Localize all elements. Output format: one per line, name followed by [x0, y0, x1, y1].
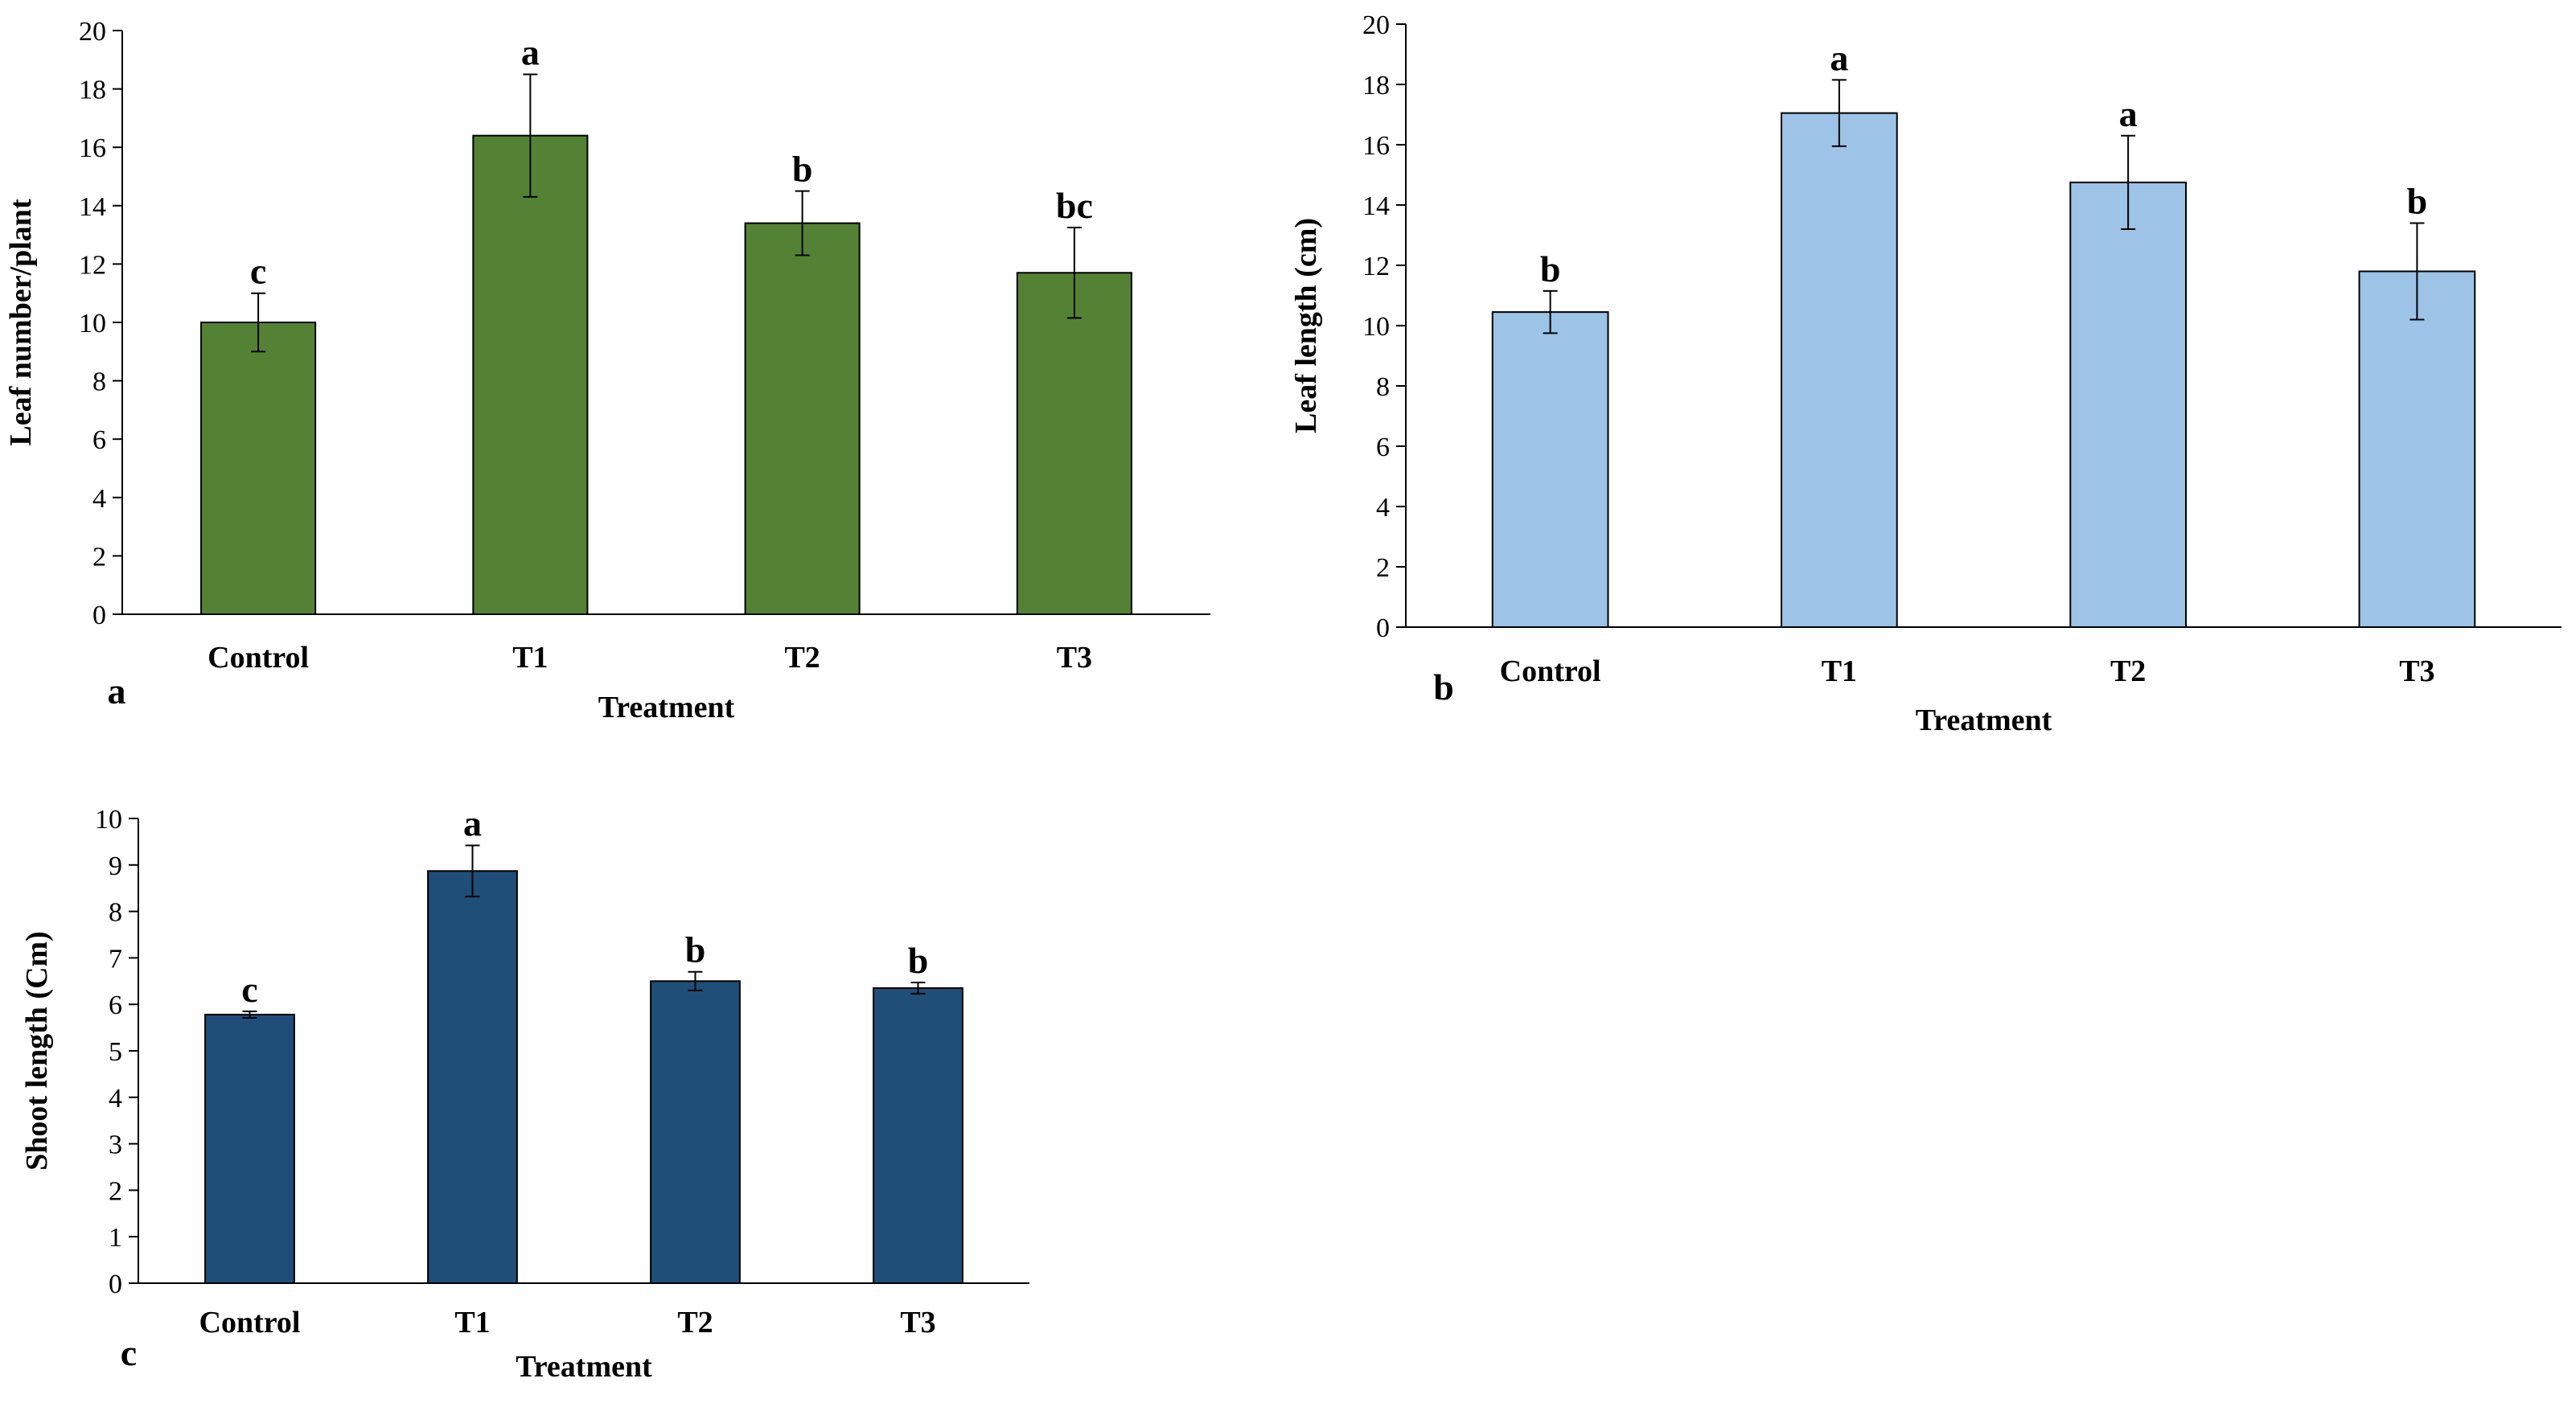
y-axis-title: Shoot length (Cm) [20, 931, 54, 1171]
y-tick-label: 6 [92, 425, 106, 455]
bar-t3 [873, 987, 963, 1284]
significance-letter: a [463, 803, 482, 844]
chart-svg-a: 0 2 4 6 8 10 12 14 16 18 20 c Control a T1 b T2 bc T3 Treat… [4, 17, 1210, 724]
x-tick-label: T2 [677, 1306, 713, 1339]
y-tick-label: 14 [79, 192, 106, 222]
y-tick-label: 12 [1362, 252, 1390, 281]
bar-t3 [2358, 270, 2476, 628]
y-tick-label: 4 [92, 484, 106, 514]
significance-letter: b [1540, 248, 1561, 289]
panel-letter: c [121, 1332, 137, 1373]
x-tick-label: T3 [1057, 641, 1092, 675]
y-tick-label: 2 [1376, 553, 1390, 583]
x-tick-label: Control [199, 1306, 301, 1339]
y-tick-label: 10 [95, 805, 122, 835]
x-axis-title: Treatment [516, 1350, 652, 1384]
bar-t2 [744, 222, 861, 615]
bar-control [204, 1013, 295, 1284]
chart-panel-a: 0 2 4 6 8 10 12 14 16 18 20 c Control a T1 b T2 bc T3 Treat… [0, 0, 1239, 740]
x-tick-label: T2 [784, 641, 820, 675]
y-tick-label: 6 [109, 991, 122, 1020]
y-tick-label: 18 [79, 76, 106, 105]
y-tick-label: 7 [109, 944, 122, 974]
y-tick-label: 20 [1362, 10, 1390, 40]
significance-letter: b [792, 149, 813, 190]
panel-letter: b [1433, 667, 1454, 708]
chart-panel-b: 0 2 4 6 8 10 12 14 16 18 20 b Control a T1 a T2 b T3 Treatm… [1289, 0, 2576, 740]
y-tick-label: 14 [1362, 191, 1390, 221]
bar-control [1491, 311, 1609, 628]
x-axis-title: Treatment [1916, 704, 2052, 737]
y-tick-label: 1 [109, 1223, 122, 1253]
x-axis-title: Treatment [598, 691, 735, 724]
significance-letter: c [250, 251, 266, 292]
chart-svg-c: 0 1 2 3 4 5 6 7 8 9 10 c Control a T1 b T2 b T3 Treatment Sh… [20, 803, 1029, 1384]
significance-letter: b [2407, 181, 2428, 222]
y-tick-label: 18 [1362, 71, 1390, 100]
y-tick-label: 2 [92, 542, 106, 572]
y-tick-label: 10 [79, 309, 106, 338]
chart-panel-c: 0 1 2 3 4 5 6 7 8 9 10 c Control a T1 b T2 b T3 Treatment Sh… [0, 788, 1046, 1403]
x-tick-label: T1 [512, 641, 548, 675]
x-tick-label: T2 [2110, 654, 2146, 688]
significance-letter: a [2119, 93, 2138, 134]
panel-letter: a [108, 671, 126, 712]
significance-letter: bc [1056, 185, 1093, 226]
y-tick-label: 0 [92, 601, 106, 630]
bar-t2 [650, 980, 741, 1285]
y-tick-label: 16 [79, 133, 106, 163]
x-tick-label: T3 [2399, 654, 2434, 688]
y-axis-title: Leaf number/plant [4, 199, 38, 446]
significance-letter: c [241, 969, 257, 1010]
y-tick-label: 4 [109, 1084, 122, 1114]
y-tick-label: 8 [109, 898, 122, 928]
y-tick-label: 12 [79, 250, 106, 280]
x-tick-label: T3 [900, 1306, 935, 1339]
y-tick-label: 16 [1362, 131, 1390, 161]
bar-control [200, 322, 317, 615]
x-tick-label: Control [207, 641, 309, 675]
y-tick-label: 3 [109, 1130, 122, 1160]
bar-t2 [2069, 181, 2187, 628]
y-tick-label: 2 [109, 1176, 122, 1206]
y-tick-label: 8 [1376, 372, 1390, 402]
significance-letter: b [685, 929, 706, 970]
bar-t3 [1016, 272, 1132, 615]
y-tick-label: 4 [1376, 493, 1390, 523]
y-tick-label: 5 [109, 1037, 122, 1067]
y-tick-label: 9 [109, 851, 122, 881]
chart-svg-b: 0 2 4 6 8 10 12 14 16 18 20 b Control a T1 a T2 b T3 Treatm… [1289, 10, 2562, 737]
y-tick-label: 0 [1376, 613, 1390, 643]
x-tick-label: Control [1500, 654, 1601, 688]
significance-letter: a [1830, 37, 1848, 78]
y-tick-label: 20 [79, 17, 106, 47]
x-tick-label: T1 [454, 1306, 490, 1339]
y-tick-label: 6 [1376, 433, 1390, 462]
y-tick-label: 8 [92, 367, 106, 397]
y-axis-title: Leaf length (cm) [1295, 218, 1323, 433]
y-tick-label: 0 [109, 1270, 122, 1299]
significance-letter: b [908, 940, 929, 981]
bar-t1 [427, 870, 518, 1284]
y-tick-label: 10 [1362, 312, 1390, 342]
bar-t1 [1781, 112, 1898, 628]
bar-t1 [472, 134, 589, 615]
significance-letter: a [521, 31, 540, 72]
x-tick-label: T1 [1822, 654, 1857, 688]
